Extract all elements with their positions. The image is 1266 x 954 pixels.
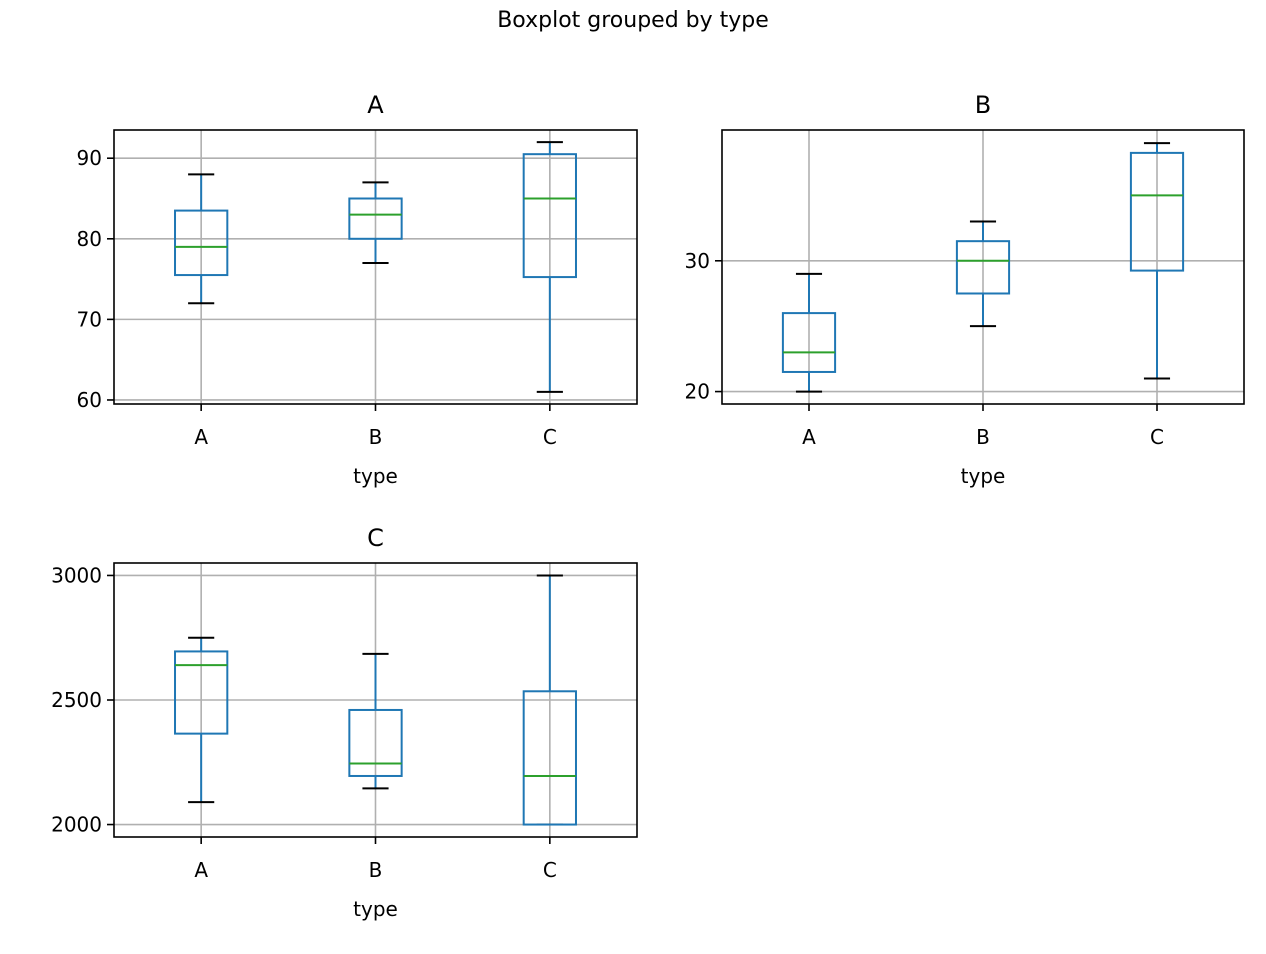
x-tick-label: B <box>369 425 383 449</box>
y-tick-label: 70 <box>77 307 102 331</box>
x-tick-label: B <box>369 858 383 882</box>
y-tick-label: 30 <box>685 249 710 273</box>
x-axis-label: type <box>353 464 398 488</box>
y-tick-label: 2500 <box>51 688 102 712</box>
y-tick-label: 20 <box>685 380 710 404</box>
iqr-box <box>522 690 577 826</box>
box-A <box>781 272 837 393</box>
y-tick-label: 80 <box>77 227 102 251</box>
figure-title: Boxplot grouped by type <box>497 8 769 33</box>
subplot-title: B <box>975 91 991 119</box>
iqr-box <box>174 209 229 277</box>
subplot-title: A <box>367 91 384 119</box>
box-C <box>1129 142 1185 380</box>
box-C <box>522 574 577 826</box>
box-B <box>348 181 403 264</box>
x-tick-label: C <box>543 425 557 449</box>
y-tick-label: 3000 <box>51 563 102 587</box>
iqr-box <box>348 708 403 777</box>
x-tick-label: C <box>1150 425 1164 449</box>
x-tick-label: B <box>976 425 990 449</box>
iqr-box <box>1129 151 1185 272</box>
y-tick-label: 90 <box>77 146 102 170</box>
x-axis-label: type <box>961 464 1006 488</box>
subplot-title: C <box>367 524 384 552</box>
x-tick-label: A <box>194 425 208 449</box>
x-tick-label: A <box>194 858 208 882</box>
iqr-box <box>781 312 837 373</box>
box-A <box>174 636 229 804</box>
box-B <box>955 220 1011 328</box>
box-A <box>174 173 229 305</box>
box-C <box>522 141 577 393</box>
iqr-box <box>522 153 577 279</box>
x-tick-label: C <box>543 858 557 882</box>
y-tick-label: 2000 <box>51 813 102 837</box>
x-tick-label: A <box>802 425 816 449</box>
y-tick-label: 60 <box>77 388 102 412</box>
box-B <box>348 652 403 790</box>
iqr-box <box>174 650 229 735</box>
iqr-box <box>348 197 403 240</box>
x-axis-label: type <box>353 897 398 921</box>
iqr-box <box>955 240 1011 295</box>
